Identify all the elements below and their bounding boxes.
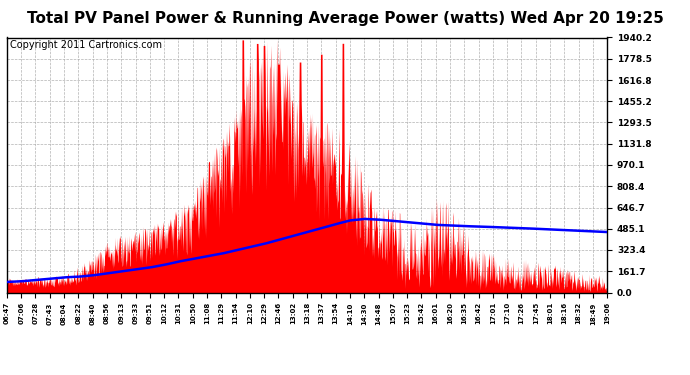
Text: Total PV Panel Power & Running Average Power (watts) Wed Apr 20 19:25: Total PV Panel Power & Running Average P… bbox=[26, 11, 664, 26]
Text: Copyright 2011 Cartronics.com: Copyright 2011 Cartronics.com bbox=[10, 40, 162, 50]
